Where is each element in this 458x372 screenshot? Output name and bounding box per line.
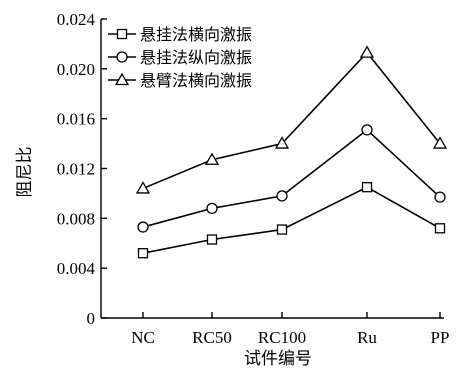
- data-point-circle: [137, 221, 149, 233]
- x-tick-label: RC50: [192, 328, 232, 347]
- x-axis-title: 试件编号: [244, 349, 312, 369]
- x-tick-label: RC100: [258, 328, 306, 347]
- data-point-triangle: [359, 45, 375, 58]
- y-tick-label: 0.012: [57, 160, 95, 179]
- y-axis-title: 阻尼比: [15, 147, 35, 198]
- legend-marker-circle: [116, 51, 128, 63]
- data-point-square: [276, 224, 288, 235]
- data-point-square: [361, 182, 373, 193]
- axes: [100, 18, 444, 319]
- data-point-square: [137, 248, 149, 259]
- data-point-circle: [206, 202, 218, 215]
- data-point-triangle: [135, 181, 151, 194]
- y-tick-label: 0.024: [57, 10, 96, 29]
- series-line: [142, 186, 441, 255]
- series-layer: [135, 45, 448, 259]
- data-point-triangle: [274, 136, 290, 149]
- x-tick-labels: NC RC50 RC100 Ru PP: [131, 328, 449, 347]
- legend-item: 悬挂法纵向激振: [108, 48, 252, 67]
- legend-item: 悬挂法横向激振: [108, 25, 252, 44]
- x-tick-label: PP: [431, 328, 450, 347]
- series-triangle: [135, 45, 448, 194]
- y-tick-label: 0.016: [57, 110, 95, 129]
- y-tick-label: 0.020: [57, 60, 95, 79]
- data-point-triangle: [204, 152, 220, 165]
- x-tick-label: NC: [131, 328, 155, 347]
- series-line: [142, 128, 441, 228]
- legend-label: 悬挂法纵向激振: [140, 48, 252, 67]
- y-tick-label: 0: [87, 309, 96, 328]
- x-tick-label: Ru: [357, 328, 377, 347]
- legend-item: 悬臂法横向激振: [108, 71, 252, 90]
- data-point-square: [434, 223, 446, 234]
- y-tick-label: 0.008: [57, 209, 95, 228]
- y-tick-label: 0.004: [57, 259, 96, 278]
- data-point-triangle: [432, 136, 448, 149]
- legend-label: 悬挂法横向激振: [140, 25, 252, 44]
- legend-label: 悬臂法横向激振: [140, 71, 252, 90]
- legend-marker-triangle: [114, 72, 130, 86]
- legend-marker-square: [116, 28, 128, 40]
- data-point-square: [206, 234, 218, 245]
- data-point-circle: [361, 124, 373, 136]
- series-square: [137, 182, 446, 259]
- y-tick-labels: 0 0.004 0.008 0.012 0.016 0.020 0.024: [57, 10, 96, 328]
- data-point-circle: [434, 191, 446, 203]
- data-point-circle: [276, 190, 288, 202]
- series-circle: [137, 124, 446, 233]
